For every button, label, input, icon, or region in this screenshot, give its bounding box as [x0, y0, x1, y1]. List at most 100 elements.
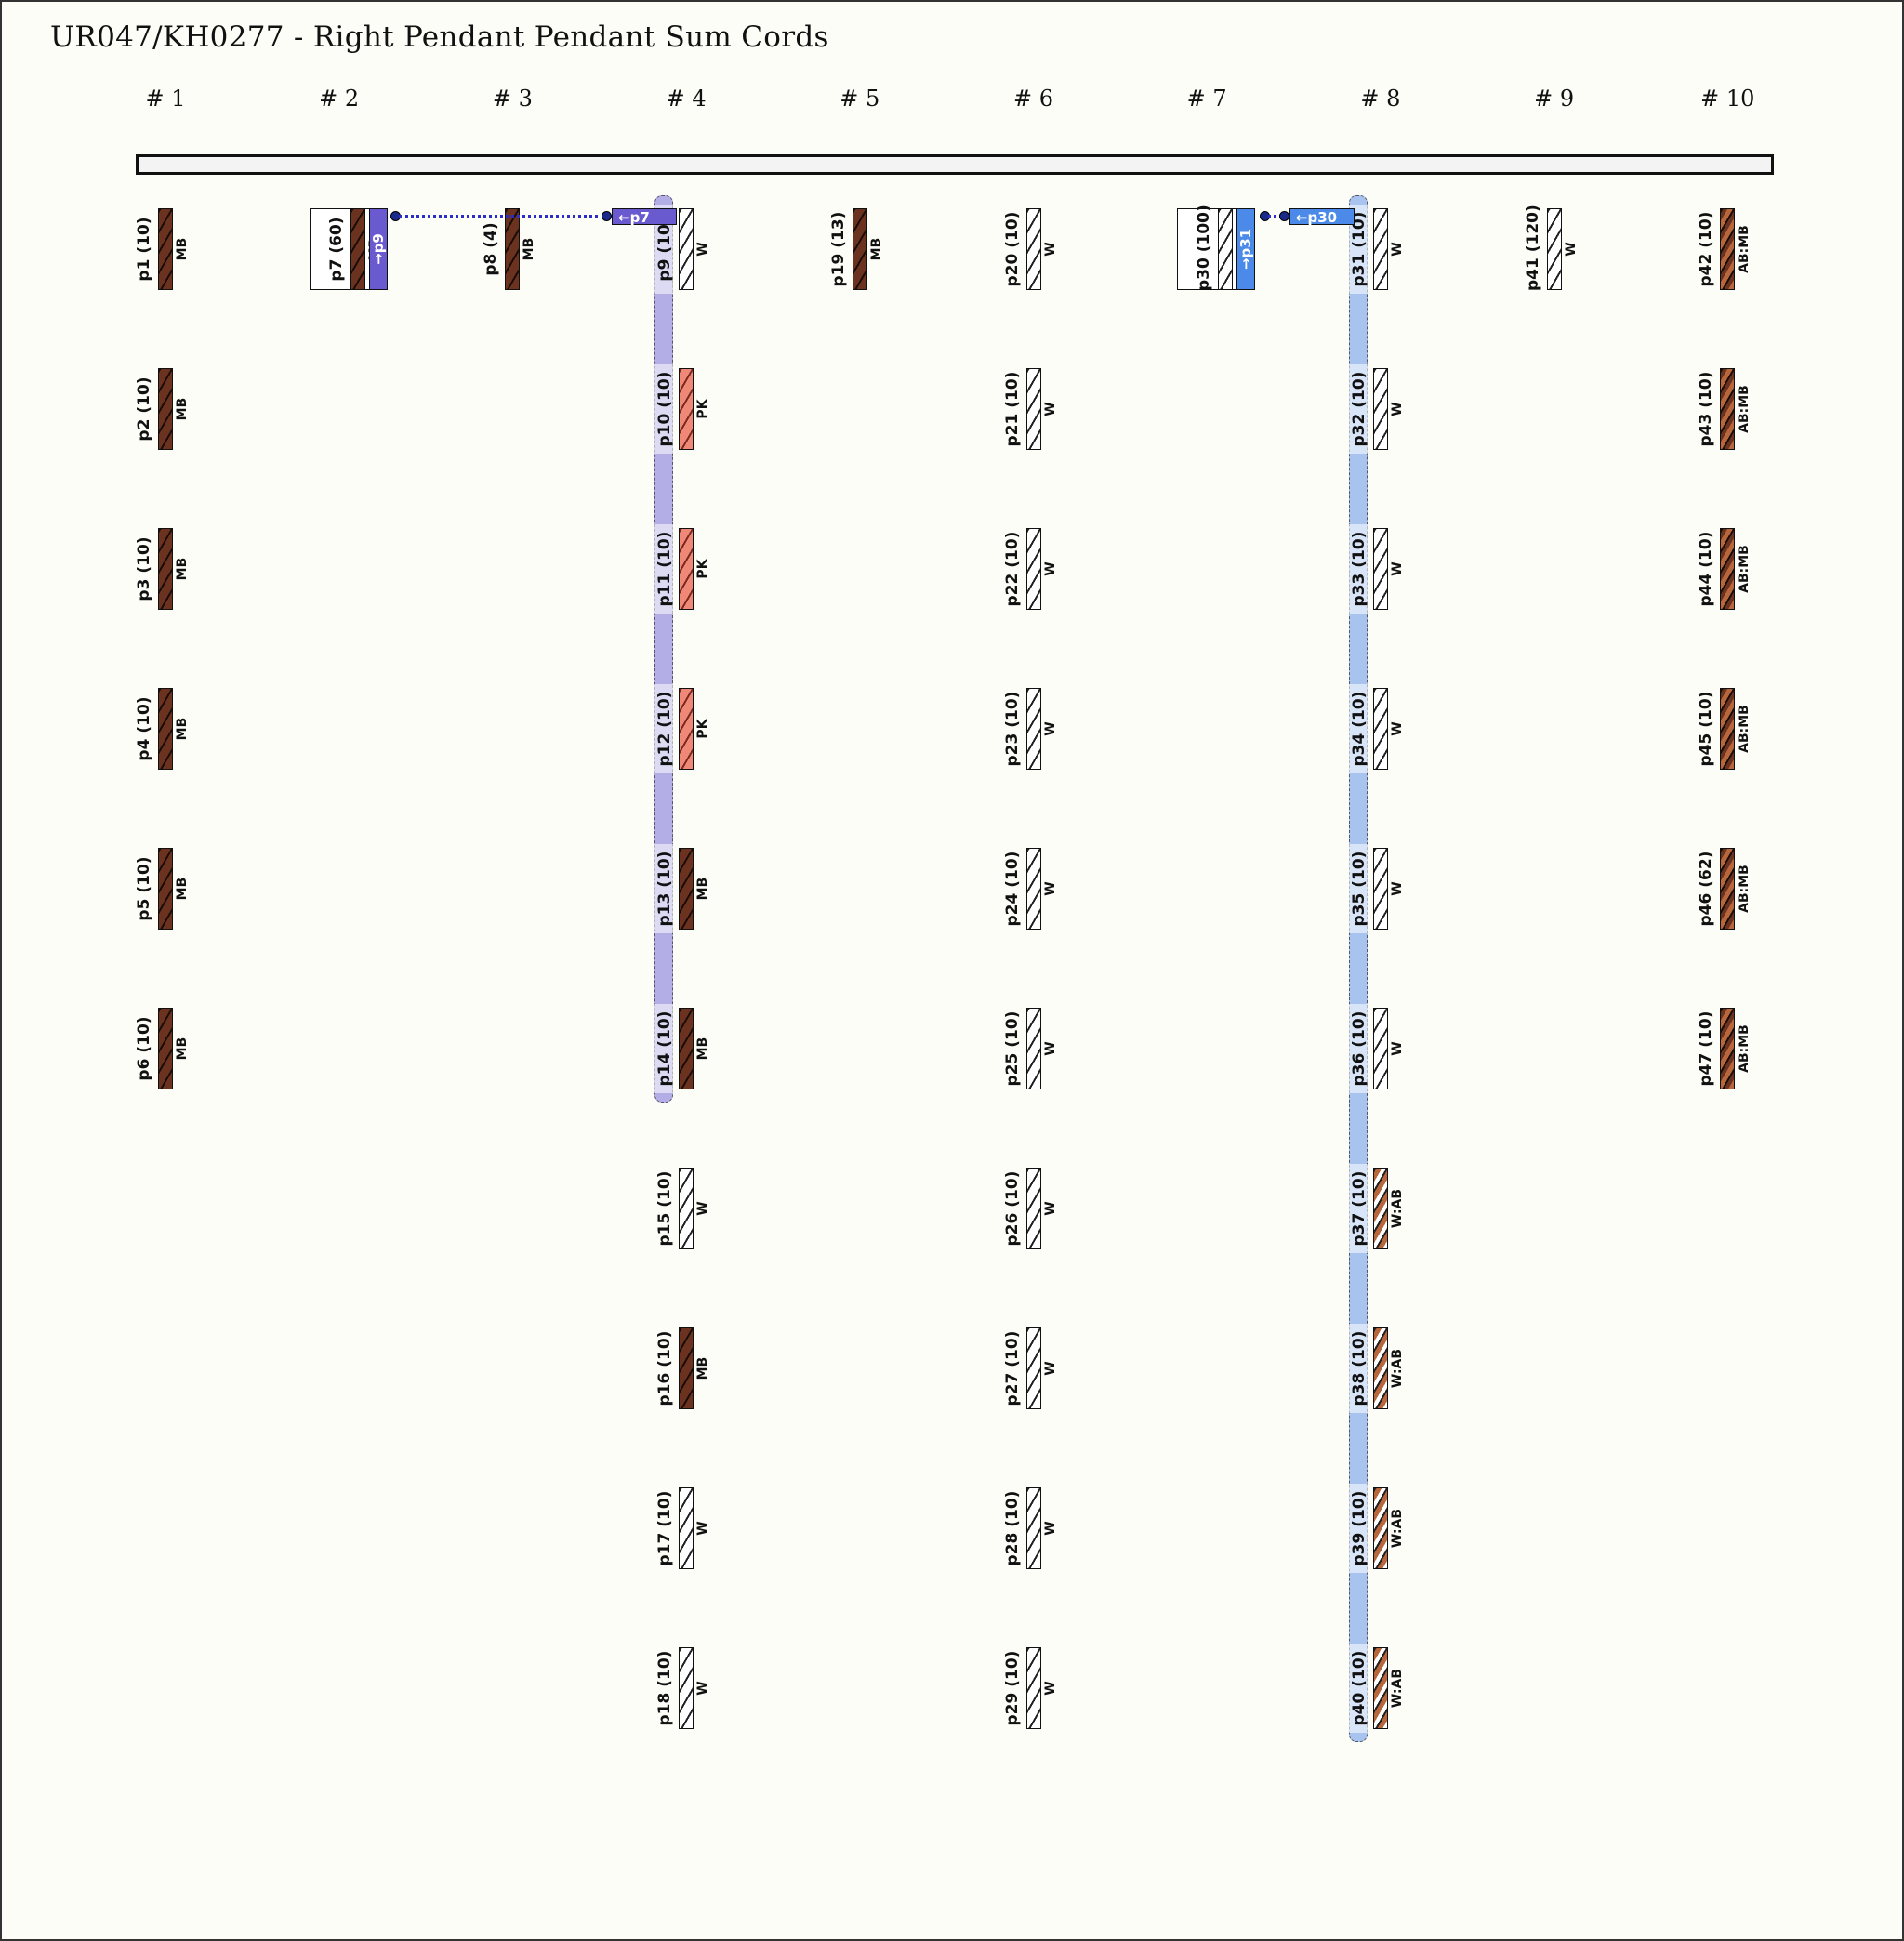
- pendant-cord-p24[interactable]: [1025, 848, 1041, 930]
- sum-flag-p9-from-p7[interactable]: ←p7: [612, 208, 678, 226]
- pendant-cord-p35[interactable]: [1372, 848, 1388, 930]
- group-label-6: # 6: [1012, 86, 1054, 112]
- cord-color-label-p43: AB:MB: [1737, 385, 1752, 433]
- pendant-cord-p34[interactable]: [1372, 688, 1388, 770]
- pendant-cord-p44[interactable]: [1720, 528, 1736, 610]
- cord-color-label-p12: PK: [695, 719, 711, 739]
- cord-id-label-p10: p10 (10): [655, 371, 675, 447]
- cord-id-label-p2: p2 (10): [135, 376, 153, 442]
- pendant-cord-p5[interactable]: [158, 848, 173, 930]
- cord-color-label-p17: W: [695, 1521, 711, 1536]
- pendant-cord-p17[interactable]: [679, 1487, 694, 1569]
- sum-flag-p7-to-p9-label: →p9: [369, 233, 387, 265]
- pendant-cord-p26[interactable]: [1025, 1168, 1041, 1249]
- cord-id-label-p20: p20 (10): [1002, 211, 1022, 287]
- pendant-cord-p21[interactable]: [1025, 368, 1041, 450]
- cord-id-label-p8: p8 (4): [482, 222, 501, 276]
- pendant-cord-p4[interactable]: [158, 688, 173, 770]
- pendant-cord-p1[interactable]: [158, 208, 173, 290]
- cord-id-label-p36: p36 (10): [1349, 1010, 1368, 1087]
- pendant-cord-p14[interactable]: [679, 1008, 694, 1089]
- pendant-cord-p42[interactable]: [1720, 208, 1736, 290]
- sum-flag-p31-from-p30[interactable]: ←p30: [1289, 208, 1355, 226]
- pendant-cord-p6[interactable]: [158, 1008, 173, 1089]
- cord-color-label-p6: MB: [175, 1037, 190, 1061]
- cord-id-label-p46: p46 (62): [1697, 851, 1716, 927]
- cord-color-label-p1: MB: [175, 237, 190, 261]
- pendant-cord-p31[interactable]: [1372, 208, 1388, 290]
- sum-flag-p30-to-p31[interactable]: →p31: [1236, 208, 1256, 290]
- group-label-5: # 5: [840, 86, 880, 112]
- cord-id-label-p3: p3 (10): [135, 536, 153, 601]
- pendant-cord-p9[interactable]: [679, 208, 694, 290]
- cord-id-label-p37: p37 (10): [1349, 1170, 1368, 1247]
- cord-id-label-p27: p27 (10): [1002, 1330, 1022, 1406]
- label-tint-p11: [654, 524, 674, 614]
- pendant-cord-p13[interactable]: [679, 848, 694, 930]
- pendant-cord-p30[interactable]: [1218, 208, 1234, 290]
- pendant-cord-p43[interactable]: [1720, 368, 1736, 450]
- pendant-cord-p3[interactable]: [158, 528, 173, 610]
- cord-id-label-p35: p35 (10): [1349, 851, 1368, 927]
- label-tint-p10: [654, 364, 674, 454]
- pendant-cord-p15[interactable]: [679, 1168, 694, 1249]
- link-line-p30-p31: [1268, 215, 1282, 218]
- cord-id-label-p5: p5 (10): [135, 856, 153, 921]
- pendant-cord-p45[interactable]: [1720, 688, 1736, 770]
- cord-color-label-p37: W:AB: [1389, 1188, 1405, 1229]
- pendant-cord-p12[interactable]: [679, 688, 694, 770]
- cord-id-label-p14: p14 (10): [655, 1010, 675, 1087]
- cord-id-label-p29: p29 (10): [1002, 1650, 1022, 1726]
- pendant-cord-p47[interactable]: [1720, 1008, 1736, 1089]
- pendant-cord-p37[interactable]: [1372, 1168, 1388, 1249]
- pendant-cord-p39[interactable]: [1372, 1487, 1388, 1569]
- pendant-cord-p18[interactable]: [679, 1647, 694, 1729]
- cord-color-label-p36: W: [1389, 1041, 1405, 1056]
- cord-id-label-p13: p13 (10): [655, 851, 675, 927]
- cord-color-label-p21: W: [1042, 402, 1058, 416]
- pendant-cord-p8[interactable]: [505, 208, 521, 290]
- pendant-cord-p33[interactable]: [1372, 528, 1388, 610]
- cord-color-label-p31: W: [1389, 242, 1405, 257]
- cord-id-label-p16: p16 (10): [655, 1330, 675, 1406]
- cord-color-label-p18: W: [695, 1681, 711, 1696]
- cord-id-label-p22: p22 (10): [1002, 531, 1022, 607]
- pendant-cord-p7[interactable]: [350, 208, 365, 290]
- pendant-cord-p28[interactable]: [1025, 1487, 1041, 1569]
- pendant-cord-p2[interactable]: [158, 368, 173, 450]
- pendant-cord-p19[interactable]: [852, 208, 867, 290]
- pendant-cord-p10[interactable]: [679, 368, 694, 450]
- cord-color-label-p13: MB: [695, 877, 711, 901]
- cord-color-label-p27: W: [1042, 1361, 1058, 1376]
- label-tint-p32: [1348, 364, 1368, 454]
- pendant-cord-p32[interactable]: [1372, 368, 1388, 450]
- cord-color-label-p22: W: [1042, 561, 1058, 576]
- sum-flag-p7-to-p9[interactable]: →p9: [368, 208, 388, 290]
- pendant-cord-p27[interactable]: [1025, 1327, 1041, 1409]
- cord-color-label-p15: W: [695, 1201, 711, 1216]
- cord-id-label-p44: p44 (10): [1697, 531, 1716, 607]
- cord-color-label-p39: W:AB: [1389, 1508, 1405, 1549]
- pendant-cord-p46[interactable]: [1720, 848, 1736, 930]
- pendant-cord-p11[interactable]: [679, 528, 694, 610]
- pendant-cord-p25[interactable]: [1025, 1008, 1041, 1089]
- cord-id-label-p21: p21 (10): [1002, 371, 1022, 447]
- pendant-cord-p36[interactable]: [1372, 1008, 1388, 1089]
- cord-color-label-p42: AB:MB: [1737, 225, 1752, 273]
- cord-color-label-p34: W: [1389, 721, 1405, 736]
- label-tint-p34: [1348, 684, 1368, 773]
- pendant-cord-p22[interactable]: [1025, 528, 1041, 610]
- label-tint-p9: [654, 205, 674, 294]
- cord-color-label-p4: MB: [175, 717, 190, 741]
- pendant-cord-p20[interactable]: [1025, 208, 1041, 290]
- pendant-cord-p41[interactable]: [1546, 208, 1562, 290]
- cord-color-label-p5: MB: [175, 877, 190, 901]
- cord-color-label-p40: W:AB: [1389, 1668, 1405, 1709]
- pendant-cord-p38[interactable]: [1372, 1327, 1388, 1409]
- pendant-cord-p29[interactable]: [1025, 1647, 1041, 1729]
- cord-color-label-p14: MB: [695, 1037, 711, 1061]
- pendant-cord-p40[interactable]: [1372, 1647, 1388, 1729]
- pendant-cord-p16[interactable]: [679, 1327, 694, 1409]
- label-tint-p36: [1348, 1004, 1368, 1093]
- pendant-cord-p23[interactable]: [1025, 688, 1041, 770]
